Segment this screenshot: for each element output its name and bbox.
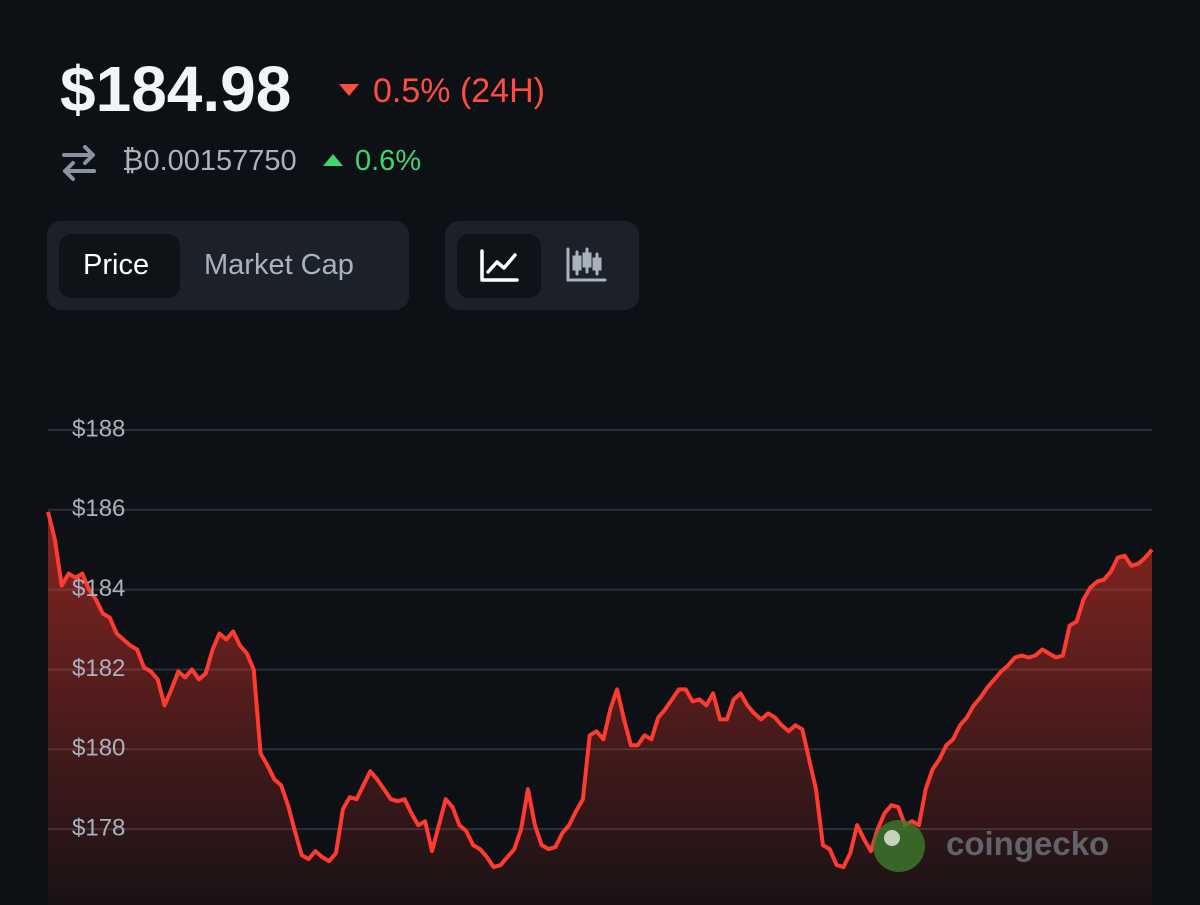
- swap-icon[interactable]: [60, 143, 98, 183]
- up-arrow: [323, 154, 343, 166]
- btc-price: ₿0.00157750: [122, 145, 297, 177]
- metric-toggle: Price Market Cap: [47, 221, 409, 310]
- tab-market-cap[interactable]: Market Cap: [204, 249, 354, 281]
- logo: [873, 820, 925, 872]
- watermark: coingecko: [946, 825, 1110, 862]
- price-change: 0.5% (24H): [373, 72, 545, 110]
- down-arrow: [339, 84, 359, 96]
- price-line: [46, 511, 1154, 870]
- y-tick-label: $180: [72, 735, 125, 762]
- btc-change: 0.6%: [355, 145, 422, 177]
- area-fill: [48, 511, 1152, 905]
- y-tick-label: $184: [72, 575, 125, 602]
- y-tick-label: $186: [72, 495, 125, 522]
- tab-price[interactable]: Price: [83, 249, 150, 281]
- chart-type-toggle: [445, 221, 639, 310]
- y-tick-label: $188: [72, 415, 125, 442]
- logo-eye: [884, 830, 900, 846]
- y-tick-label: $182: [72, 655, 125, 682]
- y-tick-label: $178: [72, 814, 125, 841]
- price: $184.98: [60, 53, 292, 125]
- line-chart-icon[interactable]: [479, 248, 519, 284]
- candle-chart-icon[interactable]: [565, 246, 607, 284]
- plot: [46, 511, 1154, 905]
- y-axis: $178 $180 $182 $184 $186 $188: [72, 415, 125, 841]
- active-tab-bg: [59, 234, 180, 298]
